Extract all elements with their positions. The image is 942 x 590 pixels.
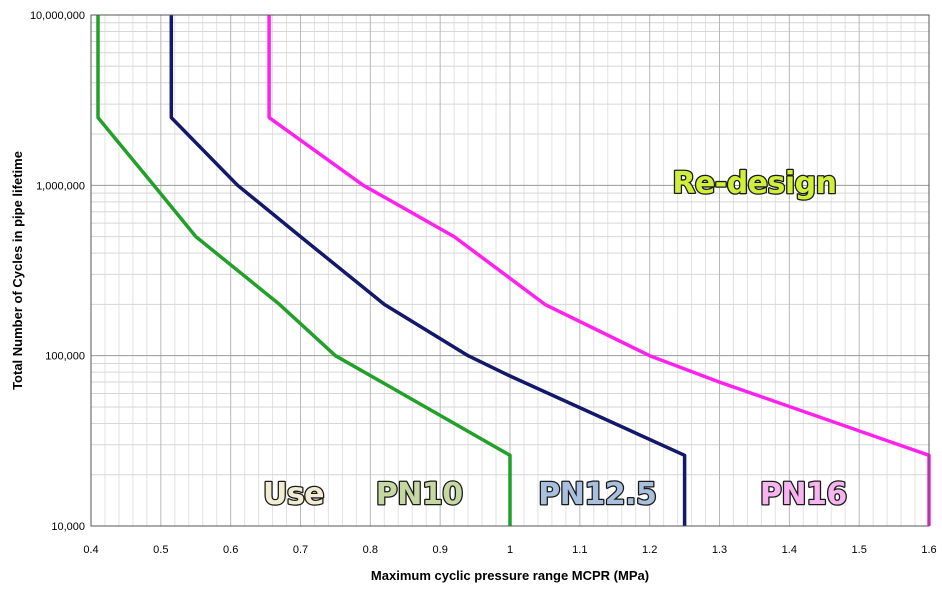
- x-tick-label: 1.6: [921, 544, 936, 556]
- annotation-pn12-5: PN12.5: [538, 477, 656, 512]
- x-tick-label: 1.2: [642, 544, 657, 556]
- x-tick-label: 1.1: [572, 544, 587, 556]
- annotation-re-design: Re-design: [672, 166, 836, 201]
- series-line-1: [96, 15, 512, 526]
- y-tick-label: 10,000: [51, 521, 85, 533]
- series-lines: [96, 15, 931, 526]
- x-tick-labels: 0.4 0.5 0.6 0.7 0.8 0.9 1 1.1 1.2 1.3 1.4 1.5 1.6: [83, 544, 936, 556]
- x-tick-label: 0.4: [83, 544, 98, 556]
- x-tick-label: 1: [507, 544, 513, 556]
- y-tick-labels: 10,000 100,000 1,000,000 10,000,000: [30, 10, 85, 533]
- y-tick-label: 10,000,000: [30, 10, 85, 22]
- annotation-pn10: PN10: [376, 477, 463, 512]
- annotation-use: Use: [263, 477, 324, 512]
- x-tick-label: 1.5: [852, 544, 867, 556]
- x-tick-label: 0.9: [433, 544, 448, 556]
- y-tick-label: 100,000: [45, 351, 85, 363]
- x-tick-label: 0.6: [223, 544, 238, 556]
- plot-frame: [90, 14, 930, 527]
- series-line-2: [169, 15, 687, 526]
- x-tick-label: 1.4: [782, 544, 797, 556]
- series-line-3: [267, 15, 931, 526]
- annotation-pn16: PN16: [760, 477, 847, 512]
- y-axis-title: Total Number of Cycles in pipe lifetime: [10, 151, 25, 390]
- x-tick-label: 0.7: [293, 544, 308, 556]
- x-tick-label: 0.5: [153, 544, 168, 556]
- x-tick-label: 1.3: [712, 544, 727, 556]
- x-axis-title: Maximum cyclic pressure range MCPR (MPa): [371, 568, 649, 583]
- x-tick-label: 0.8: [363, 544, 378, 556]
- annotations: Re-design Use PN10 PN12.5 PN16: [262, 165, 849, 513]
- y-tick-label: 1,000,000: [36, 180, 85, 192]
